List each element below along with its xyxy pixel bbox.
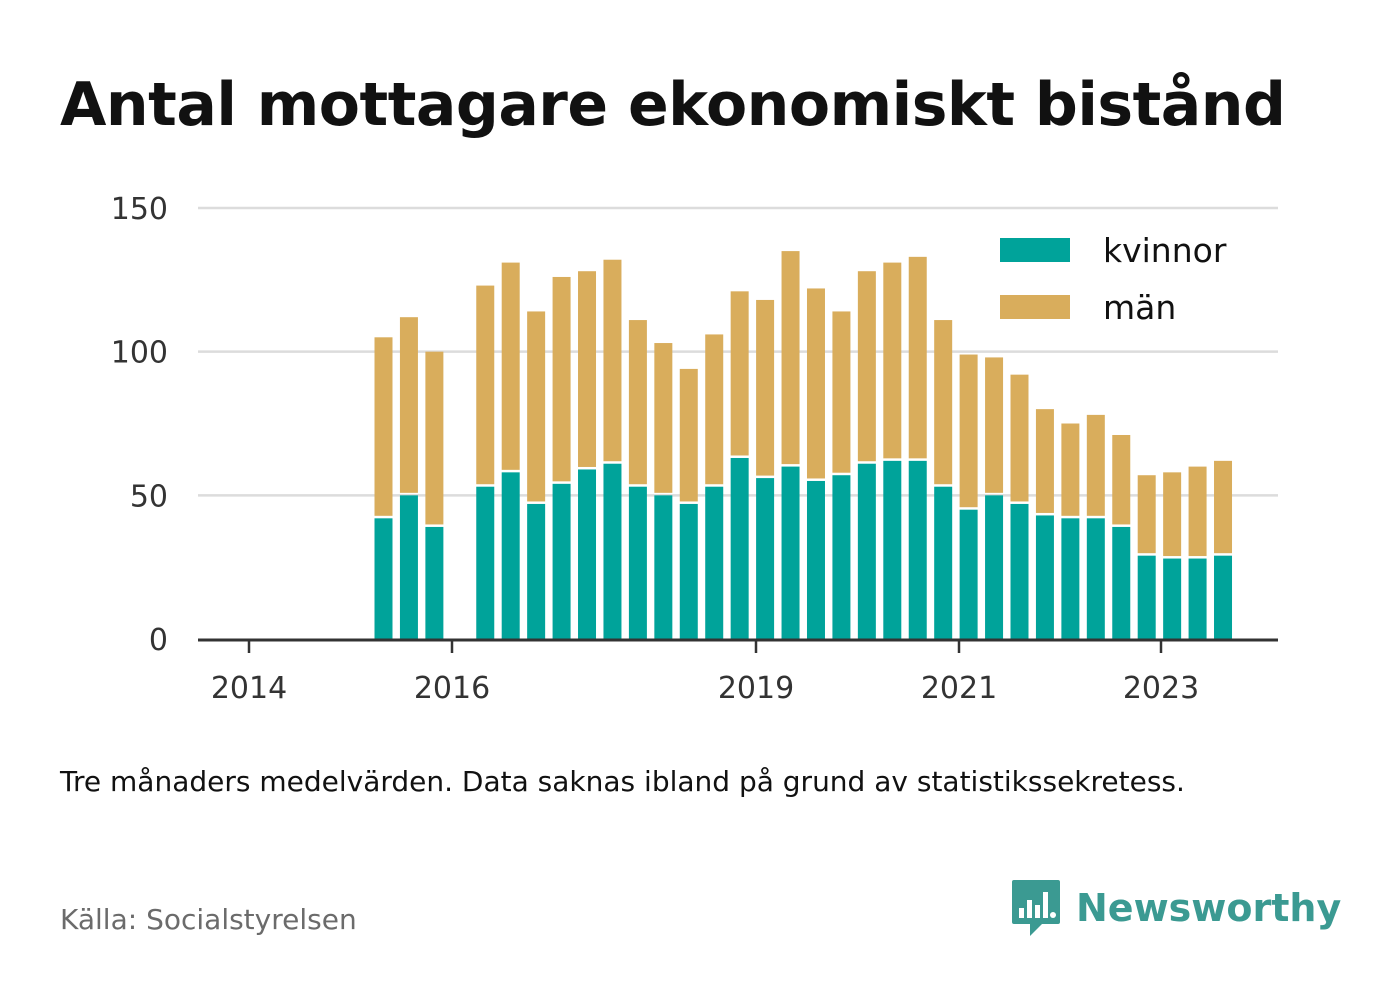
y-tick-label: 150 [111,192,168,227]
chart-title: Antal mottagare ekonomiskt bistånd [60,70,1286,140]
axes: 0 50 100 150 2014 2016 2019 2021 2023 [111,192,1278,706]
bar-kvinnor [781,466,800,639]
bar-kvinnor [985,495,1004,639]
legend-label: män [1103,288,1176,327]
bar-man [578,271,597,467]
bar-man [832,311,851,473]
bar-kvinnor [527,503,546,639]
bar-man [857,271,876,462]
bar-man [781,251,800,465]
bar-kvinnor [679,503,698,639]
newsworthy-logo-icon [1012,880,1060,936]
bar-man [985,357,1004,493]
bar-man [934,320,953,485]
legend-swatch [1000,295,1070,319]
bar-man [1163,472,1182,557]
bar-kvinnor [1035,515,1054,639]
brand-name: Newsworthy [1076,886,1342,930]
bar-kvinnor [730,457,749,639]
bar-kvinnor [1214,555,1233,639]
bar-man [806,288,825,479]
bar-kvinnor [1010,503,1029,639]
bar-kvinnor [832,475,851,639]
bar-man [1010,374,1029,502]
source-text: Källa: Socialstyrelsen [60,903,357,936]
bar-man [527,311,546,502]
bar-kvinnor [399,495,418,639]
bar-kvinnor [654,495,673,639]
bar-man [679,368,698,502]
bar-kvinnor [628,486,647,639]
bar-man [1137,475,1156,554]
bar-man [399,317,418,493]
y-tick-label: 100 [111,336,168,371]
x-tick-label: 2019 [718,671,794,706]
bar-man [959,354,978,508]
bar-man [1061,423,1080,516]
bar-man [730,291,749,456]
bar-kvinnor [756,478,775,639]
bar-kvinnor [1137,555,1156,639]
bar-man [501,262,520,470]
bar-man [908,256,927,459]
bar-kvinnor [1086,518,1105,639]
x-tick-label: 2014 [211,671,287,706]
bar-man [374,337,393,516]
bar-man [1214,460,1233,554]
bar-kvinnor [374,518,393,639]
bar-kvinnor [501,472,520,639]
bar-kvinnor [908,460,927,639]
bar-kvinnor [705,486,724,639]
bar-kvinnor [959,509,978,639]
bar-kvinnor [552,483,571,639]
bar-kvinnor [578,469,597,639]
bar-man [705,334,724,485]
bar-kvinnor [1112,526,1131,639]
bar-man [1035,409,1054,513]
bar-man [603,259,622,462]
legend-label: kvinnor [1103,231,1227,270]
bar-man [1086,414,1105,516]
legend: kvinnor män [1000,231,1227,327]
bar-man [1112,434,1131,525]
bar-man [628,320,647,485]
bar-man [552,276,571,482]
bar-man [654,343,673,493]
bar-man [1188,466,1207,557]
bar-kvinnor [603,463,622,639]
x-tick-label: 2016 [414,671,490,706]
bar-kvinnor [1061,518,1080,639]
bar-man [883,262,902,459]
bar-kvinnor [857,463,876,639]
x-tick-label: 2023 [1123,671,1199,706]
bar-kvinnor [1188,558,1207,639]
bar-man [425,351,444,525]
y-tick-label: 50 [130,479,168,514]
brand-logo: Newsworthy [1010,878,1341,938]
x-tick-label: 2021 [921,671,997,706]
bar-kvinnor [934,486,953,639]
bars [374,251,1233,639]
bar-kvinnor [425,526,444,639]
bar-kvinnor [883,460,902,639]
bar-kvinnor [806,480,825,639]
bar-man [756,299,775,476]
bar-kvinnor [476,486,495,639]
bar-kvinnor [1163,558,1182,639]
chart-note: Tre månaders medelvärden. Data saknas ib… [60,765,1185,798]
y-tick-label: 0 [149,623,168,658]
legend-swatch [1000,238,1070,262]
bar-man [476,285,495,485]
